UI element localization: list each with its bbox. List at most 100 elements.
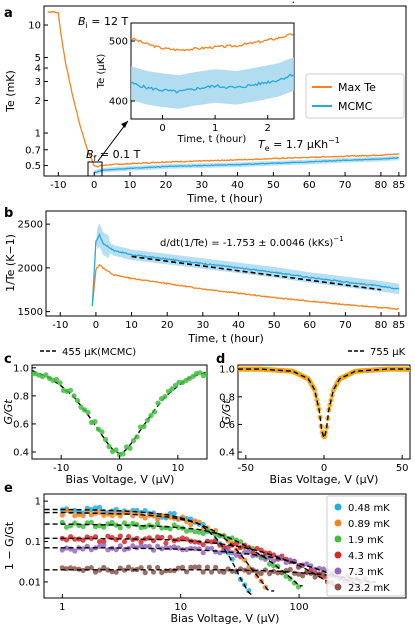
panel-d-xtick-label: 50 (396, 463, 409, 474)
data-point-e-0 (171, 510, 177, 517)
data-point-e-3 (262, 550, 268, 556)
legend-e-label-1: 0.89 mK (348, 519, 390, 530)
panel-c: -10 0 10 0.4 0.6 0.8 1.0 455 μK(MCMC) Bias Vol… (2, 347, 208, 486)
data-point-e-4 (225, 547, 231, 553)
data-point-e-5 (155, 564, 161, 571)
data-point-e-1 (117, 513, 123, 519)
data-point-e-2 (283, 573, 289, 579)
data-point-e-2 (117, 525, 123, 531)
panel-c-ytick-label: 0.4 (13, 447, 29, 458)
data-point-e-5 (271, 568, 277, 575)
legend-e-label-3: 4.3 mK (348, 551, 384, 562)
data-point-c (67, 387, 74, 393)
data-point-e-4 (287, 557, 293, 563)
data-point-e-5 (196, 564, 202, 570)
fit-curve-e-5 (44, 569, 376, 583)
panel-label-c: c (4, 352, 12, 367)
panel-c-ylabel: G/Gt (2, 399, 15, 425)
data-point-e-2 (155, 521, 161, 527)
panel-a-frame (43, 5, 407, 177)
data-point-e-3 (117, 533, 123, 539)
data-point-e-3 (88, 535, 94, 541)
data-point-e-0 (229, 556, 235, 562)
inset-xtick-label: 2 (265, 123, 271, 134)
data-point-c (99, 429, 105, 435)
data-point-e-3 (121, 539, 128, 545)
panel-b-xtick-label: -10 (52, 320, 68, 331)
data-point-e-2 (80, 523, 86, 530)
panel-b-xtick-label: 70 (339, 320, 352, 331)
panel-e-xtick-label: 1 (59, 602, 65, 613)
data-point-e-5 (121, 567, 128, 573)
fit-curve-e-1 (44, 511, 275, 592)
panel-a-ytick-label: 0.5 (25, 161, 41, 172)
series-mcmc-inset (131, 73, 294, 94)
panel-a-xtick-label: -10 (50, 180, 66, 191)
data-point-c (144, 417, 151, 423)
inset-ytick-label: 400 (109, 97, 128, 108)
panel-c-xlabel: Bias Voltage, V (μV) (66, 473, 175, 486)
data-point-c (204, 371, 207, 377)
fit-curve-e-2 (44, 523, 303, 587)
data-point-e-1 (80, 513, 86, 519)
data-point-e-5 (204, 564, 210, 570)
panel-d-xtick-label: -50 (238, 463, 254, 474)
data-point-e-2 (101, 524, 107, 530)
data-point-e-2 (121, 520, 128, 526)
inset-xlabel: Time, t (hour) (177, 134, 247, 145)
mcmc-band-b (92, 223, 399, 307)
data-point-e-4 (312, 566, 318, 572)
data-point-e-5 (146, 564, 152, 570)
data-point-e-3 (175, 537, 181, 543)
data-point-e-5 (113, 569, 119, 575)
data-point-c (85, 409, 91, 415)
panel-a-xtick-label: 30 (195, 180, 208, 191)
data-point-e-5 (105, 567, 111, 573)
panel-a-ytick-label: 10 (28, 21, 41, 32)
data-point-e-0 (88, 506, 94, 513)
data-point-e-4 (200, 550, 206, 556)
data-point-e-2 (88, 519, 94, 526)
panel-a-xtick-label: 80 (375, 180, 388, 191)
data-point-e-4 (208, 545, 215, 551)
data-point-c (74, 398, 81, 404)
panel-e-frame (43, 493, 407, 599)
data-point-c (102, 436, 109, 443)
panel-a-ytick-label: 4 (35, 63, 41, 74)
panel-b-xtick-label: 85 (393, 320, 406, 331)
data-point-e-2 (237, 539, 244, 545)
data-point-e-3 (159, 534, 165, 541)
data-point-e-5 (88, 565, 94, 571)
data-point-e-2 (295, 584, 302, 590)
panel-b-ytick-label: 2000 (18, 263, 43, 274)
data-point-e-4 (304, 561, 310, 567)
data-point-c (53, 376, 60, 383)
panel-e-xlabel: Bias Voltage, V (μV) (171, 612, 280, 625)
data-point-e-1 (167, 514, 173, 520)
data-point-e-5 (287, 566, 293, 573)
data-point-e-4 (159, 546, 165, 552)
data-point-e-2 (175, 524, 181, 531)
data-point-e-4 (146, 543, 152, 550)
data-point-e-5 (200, 569, 206, 575)
data-point-e-4 (171, 544, 177, 550)
data-point-e-3 (126, 534, 132, 540)
panel-e-ytick-label: 0.1 (25, 537, 41, 548)
data-point-e-3 (312, 570, 318, 576)
mcmc-band-inset (131, 57, 294, 109)
data-point-e-4 (72, 548, 78, 554)
data-point-e-3 (179, 535, 186, 541)
panel-a-ytick-label: 3 (35, 77, 41, 88)
data-point-e-5 (300, 573, 306, 579)
panel-c-xtick-label: 0 (116, 463, 122, 474)
panel-c-xtick-label: -10 (53, 463, 69, 474)
inset-xtick-label: 1 (212, 123, 218, 134)
data-point-e-1 (188, 522, 194, 528)
panel-e-xtick-label: 10 (174, 602, 187, 613)
panel-b-xtick-label: 30 (196, 320, 209, 331)
legend-e-label-0: 0.48 mK (348, 503, 390, 514)
data-point-e-4 (138, 543, 144, 549)
data-point-e-4 (59, 547, 65, 553)
